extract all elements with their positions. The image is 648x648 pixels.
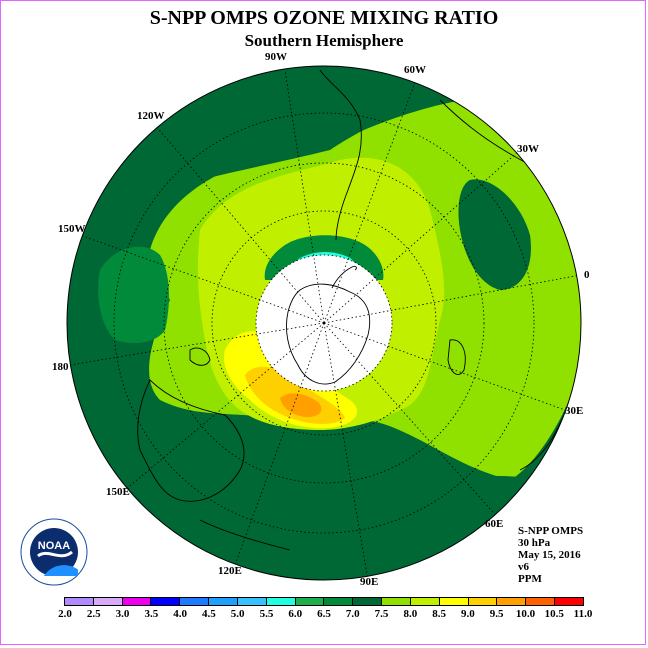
info-version: v6 [518, 561, 529, 573]
legend-tick-label: 5.5 [259, 608, 274, 620]
legend-tick-label: 9.5 [489, 608, 504, 620]
legend-tick-label: 6.0 [288, 608, 303, 620]
legend-tick-label: 7.0 [345, 608, 360, 620]
lon-label-180: 180 [52, 361, 69, 373]
legend-swatch [208, 598, 237, 605]
coast-antarctica [286, 283, 371, 385]
lon-label-60e: 60E [485, 518, 504, 530]
legend-tick-label: 5.0 [230, 608, 245, 620]
map-title: S-NPP OMPS OZONE MIXING RATIO [149, 7, 499, 29]
legend-swatch [352, 598, 382, 605]
legend-swatch [554, 598, 583, 605]
legend-swatch [150, 598, 180, 605]
coast-madagascar [447, 339, 466, 375]
contour-9-5-core [280, 393, 322, 418]
legend-tick-label: 3.5 [144, 608, 159, 620]
legend-swatch [92, 598, 122, 605]
lon-label-90w: 90W [265, 51, 287, 63]
legend-swatch [323, 598, 353, 605]
legend-swatch [496, 598, 526, 605]
legend-swatch [121, 598, 151, 605]
info-date: May 15, 2016 [518, 549, 581, 561]
info-instrument: S-NPP OMPS [518, 525, 584, 537]
info-level: 30 hPa [518, 537, 551, 549]
legend-swatch [438, 598, 468, 605]
legend-tick-label: 7.5 [374, 608, 389, 620]
legend-swatch [409, 598, 439, 605]
coast-new-zealand [189, 347, 211, 366]
legend-swatch [381, 598, 410, 605]
legend-tick-label: 10.5 [544, 608, 564, 620]
legend-swatch [179, 598, 209, 605]
coast-antarctic-peninsula [331, 265, 357, 289]
lon-label-0: 0 [584, 269, 590, 281]
contour-7-0-atlantic [458, 179, 531, 290]
map-edge [66, 65, 582, 581]
lon-label-150e: 150E [106, 486, 130, 498]
legend-tick-label: 4.5 [202, 608, 216, 620]
legend-swatch [65, 598, 93, 605]
legend-swatch [467, 598, 497, 605]
color-legend-bar [64, 597, 584, 606]
lon-label-120e: 120E [218, 565, 242, 577]
legend-swatch [236, 598, 266, 605]
map-subtitle: Southern Hemisphere [244, 31, 404, 50]
lon-label-30w: 30W [517, 143, 539, 155]
coast-australia [137, 379, 245, 502]
info-block: S-NPP OMPS 30 hPa May 15, 2016 v6 PPM [518, 525, 583, 585]
legend-tick-label: 8.0 [403, 608, 418, 620]
legend-tick-label: 9.0 [461, 608, 475, 620]
lon-label-30e: 30E [565, 405, 584, 417]
noaa-logo-text: NOAA [38, 540, 70, 552]
south-pole-marker [322, 321, 326, 325]
legend-tick-label: 4.0 [173, 608, 187, 620]
legend-swatch [525, 598, 555, 605]
noaa-logo: NOAA [20, 518, 88, 586]
legend-tick-label: 2.0 [58, 608, 72, 620]
legend-swatch [294, 598, 324, 605]
legend-tick-label: 11.0 [573, 608, 593, 620]
legend-tick-label: 10.0 [515, 608, 536, 620]
graticule [69, 69, 581, 580]
legend-tick-label: 2.5 [86, 608, 101, 620]
legend-tick-label: 3.0 [115, 608, 130, 620]
lon-label-150w: 150W [58, 223, 86, 235]
lon-label-120w: 120W [137, 110, 165, 122]
lon-label-90e: 90E [360, 576, 379, 588]
coast-south-america [319, 69, 362, 241]
legend-swatch [265, 598, 295, 605]
contour-7-0-west [98, 246, 169, 343]
coast-indonesia [199, 519, 291, 551]
lon-label-60w: 60W [404, 64, 426, 76]
legend-tick-label: 8.5 [432, 608, 446, 620]
legend-tick-label: 6.5 [317, 608, 331, 620]
info-units: PPM [518, 573, 542, 585]
